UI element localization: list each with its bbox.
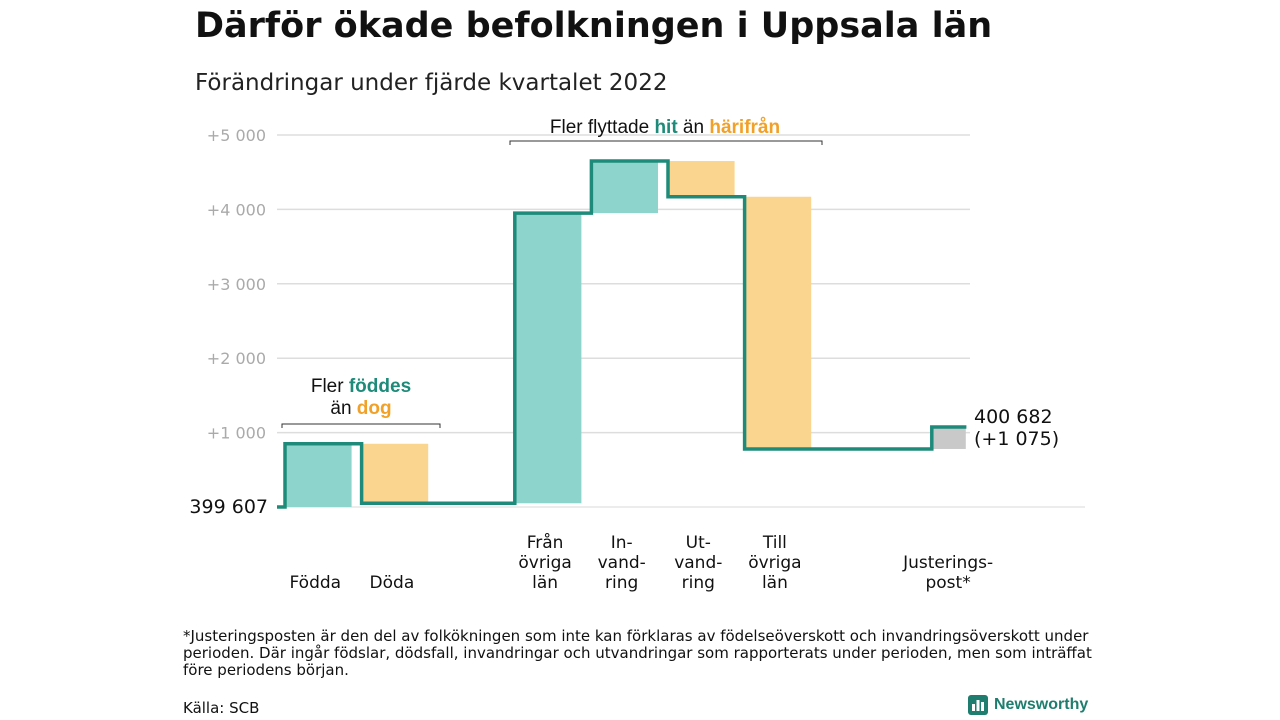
- bar-justeringspost: [931, 427, 966, 449]
- waterfall-chart: +1 000 +2 000 +3 000 +4 000 +5 000 Födda Döda F…: [189, 117, 1085, 593]
- bar-frånövrigalän: [514, 213, 582, 504]
- bar-döda: [361, 443, 429, 504]
- y-tick-label: +4 000: [207, 200, 266, 219]
- category-label: Döda: [370, 573, 415, 593]
- logo-text: Newsworthy: [994, 696, 1089, 713]
- y-tick-label: +2 000: [207, 349, 266, 368]
- bar-utvandring: [668, 161, 735, 197]
- category-label: post*: [925, 573, 970, 593]
- births-bracket: [281, 423, 441, 428]
- chart-subtitle: Förändringar under fjärde kvartalet 2022: [195, 70, 668, 96]
- y-tick-label: +1 000: [207, 424, 266, 443]
- category-label: län: [532, 573, 558, 593]
- births-annotation-line1: Fler föddes: [311, 376, 411, 397]
- category-label: län: [762, 573, 788, 593]
- category-label: Till: [762, 533, 787, 553]
- category-label: ring: [605, 573, 638, 593]
- start-value-label: 399 607: [189, 496, 268, 518]
- category-label: vand-: [674, 553, 722, 573]
- bar-tillövrigalän: [744, 196, 812, 449]
- running-total-line: [277, 159, 967, 509]
- category-label: In-: [611, 533, 633, 553]
- footnote: *Justeringsposten är den del av folkökni…: [183, 627, 1092, 679]
- category-label: vand-: [598, 553, 646, 573]
- end-value-label: 400 682: [974, 406, 1053, 428]
- category-label: Födda: [290, 573, 342, 593]
- bar-invandring: [591, 161, 658, 214]
- births-annotation-line2: än dog: [330, 398, 391, 419]
- category-label: Justerings-: [902, 553, 993, 573]
- y-tick-label: +5 000: [207, 126, 266, 145]
- category-label: Ut-: [686, 533, 711, 553]
- bar-chart-icon: [968, 695, 988, 715]
- moves-annotation: Fler flyttade hit än härifrån: [550, 117, 780, 138]
- bar-födda: [285, 443, 352, 507]
- category-label: övriga: [748, 553, 801, 573]
- newsworthy-logo[interactable]: Newsworthy: [968, 695, 1088, 715]
- category-label: övriga: [518, 553, 571, 573]
- source-label: Källa: SCB: [183, 699, 260, 717]
- chart-title: Därför ökade befolkningen i Uppsala län: [195, 6, 993, 46]
- category-label: Från: [527, 532, 564, 553]
- moves-bracket: [509, 140, 823, 145]
- y-tick-label: +3 000: [207, 275, 266, 294]
- end-change-label: (+1 075): [974, 428, 1059, 450]
- category-label: ring: [682, 573, 715, 593]
